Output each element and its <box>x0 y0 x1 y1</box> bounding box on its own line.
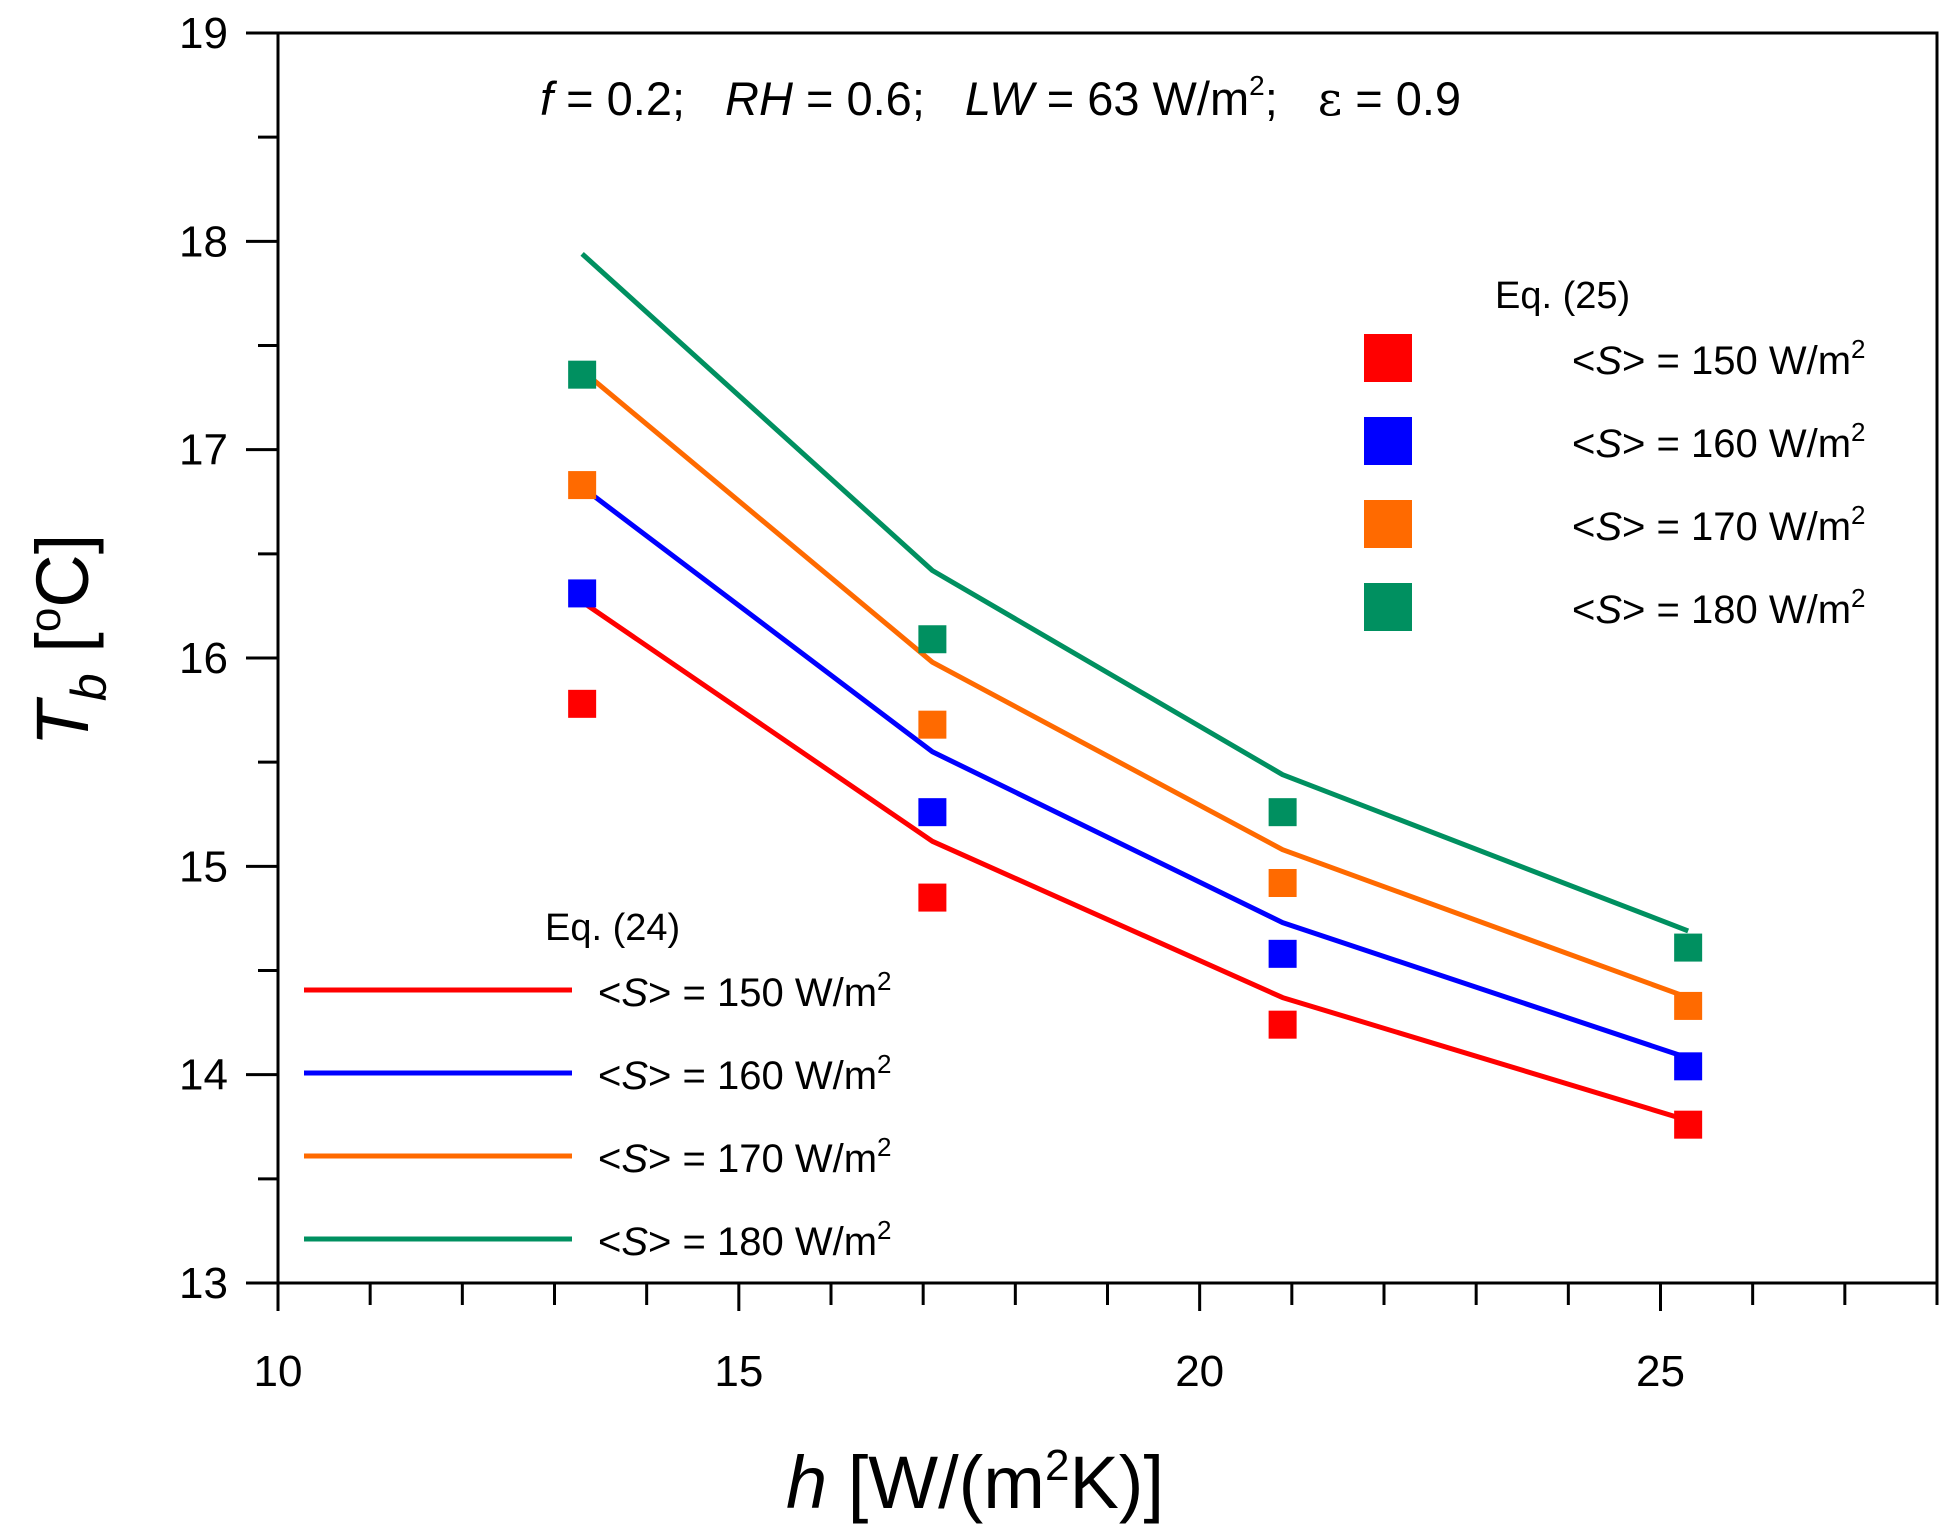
data-marker <box>918 710 947 739</box>
lines-legend-title: Eq. (24) <box>545 907 680 949</box>
series-line <box>580 368 1690 1000</box>
markers-legend-title: Eq. (25) <box>1495 275 1630 317</box>
data-marker <box>918 798 947 827</box>
data-marker <box>918 883 947 912</box>
legend-label: <S> = 180 W/m2 <box>1572 583 1866 632</box>
data-marker <box>568 579 597 608</box>
markers-legend: <S> = 150 W/m2 <S> = 160 W/m2 <S> = 170 W/… <box>1364 334 1866 632</box>
legend-marker-swatch <box>1364 334 1412 382</box>
x-axis-title: h [W/(m2K)] <box>786 1441 1164 1524</box>
y-tick-label: 17 <box>179 426 228 475</box>
legend-label: <S> = 170 W/m2 <box>1572 500 1866 549</box>
data-marker <box>918 625 947 654</box>
data-marker <box>1268 939 1297 968</box>
x-tick-label: 25 <box>1636 1347 1685 1396</box>
data-marker <box>1268 869 1297 897</box>
series-lines <box>580 251 1690 1123</box>
legend-label: <S> = 180 W/m2 <box>598 1215 892 1264</box>
lines-legend: <S> = 150 W/m2 <S> = 160 W/m2 <S> = 170 W/… <box>304 966 892 1264</box>
data-marker <box>1674 933 1703 962</box>
y-tick-label: 18 <box>179 217 228 266</box>
legend-marker-swatch <box>1364 417 1412 465</box>
data-marker <box>568 360 597 389</box>
legend-label: <S> = 150 W/m2 <box>598 966 892 1015</box>
y-tick-label: 15 <box>179 842 228 891</box>
y-tick-label: 14 <box>179 1051 228 1100</box>
y-axis-title: Tb [oC] <box>21 534 117 747</box>
parameter-annotation: f = 0.2; RH = 0.6; LW = 63 W/m2; ε = 0.9 <box>540 70 1461 127</box>
legend-marker-swatch <box>1364 500 1412 548</box>
y-tick-label: 16 <box>179 634 228 683</box>
y-tick-label: 19 <box>179 9 228 58</box>
series-line <box>580 599 1689 1123</box>
legend-label: <S> = 170 W/m2 <box>598 1132 892 1181</box>
data-marker <box>1674 1052 1703 1081</box>
x-tick-label: 10 <box>254 1347 303 1396</box>
legend-label: <S> = 160 W/m2 <box>1572 417 1866 466</box>
legend-marker-swatch <box>1364 583 1412 631</box>
plot-frame <box>276 31 1939 1285</box>
x-tick-label: 20 <box>1175 1347 1224 1396</box>
data-marker <box>568 689 597 718</box>
series-line <box>580 251 1690 934</box>
data-marker <box>1268 1010 1297 1039</box>
series-markers <box>568 360 1703 1139</box>
legend-label: <S> = 160 W/m2 <box>598 1049 892 1098</box>
legend-label: <S> = 150 W/m2 <box>1572 334 1866 383</box>
x-tick-label: 15 <box>714 1347 763 1396</box>
series-line <box>580 485 1689 1061</box>
data-marker <box>1674 991 1703 1020</box>
data-marker <box>1674 1110 1703 1139</box>
data-marker <box>568 471 597 500</box>
y-tick-label: 13 <box>179 1259 228 1308</box>
data-marker <box>1268 798 1297 827</box>
axis-ticks: 10 15 20 25 13 14 15 16 17 18 19 <box>179 9 1939 1396</box>
